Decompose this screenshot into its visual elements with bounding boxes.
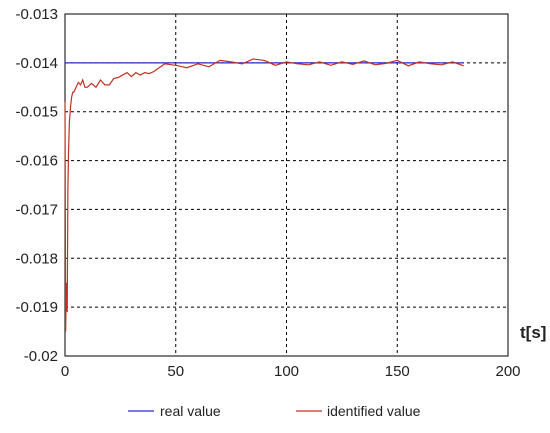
y-tick-label: -0.019 (15, 299, 58, 316)
series-identified-value-line (64, 58, 464, 332)
legend: real value identified value (128, 403, 421, 419)
x-tick-label: 200 (495, 363, 520, 380)
y-tick-label: -0.014 (15, 55, 58, 72)
grid (65, 14, 508, 356)
series-lines (64, 58, 464, 332)
x-tick-label: 0 (61, 363, 69, 380)
y-tick-label: -0.015 (15, 104, 58, 121)
y-tick-label: -0.018 (15, 250, 58, 267)
x-tick-label: 50 (167, 363, 184, 380)
legend-label: identified value (327, 403, 421, 419)
y-tick-label: -0.02 (24, 348, 58, 365)
x-tick-label: 150 (385, 363, 410, 380)
x-tick-label: 100 (274, 363, 299, 380)
y-tick-label: -0.017 (15, 201, 58, 218)
y-tick-label: -0.013 (15, 6, 58, 23)
tick-labels: 0 50 100 150 200 -0.013 -0.014 -0.015 -0.016 -0.0… (15, 6, 520, 380)
legend-label: real value (160, 403, 221, 419)
x-axis-label: t[s] (520, 323, 546, 342)
y-tick-label: -0.016 (15, 153, 58, 170)
